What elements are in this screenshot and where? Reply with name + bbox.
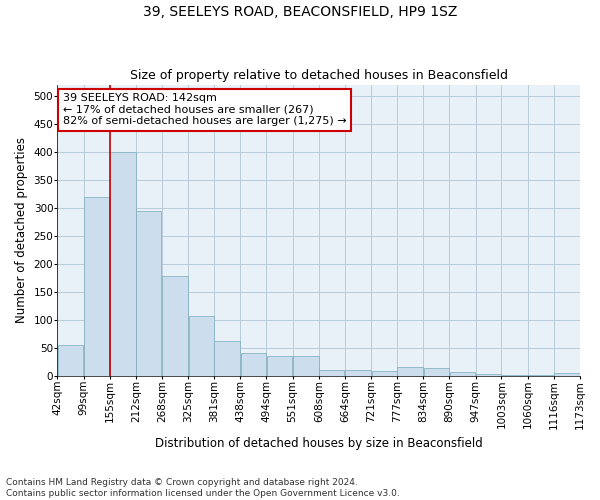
Bar: [266, 356, 292, 376]
Bar: [110, 152, 136, 376]
Bar: [58, 345, 83, 376]
Bar: [528, 375, 553, 376]
Text: Contains HM Land Registry data © Crown copyright and database right 2024.
Contai: Contains HM Land Registry data © Crown c…: [6, 478, 400, 498]
Bar: [502, 374, 527, 376]
Bar: [424, 368, 449, 376]
Y-axis label: Number of detached properties: Number of detached properties: [15, 137, 28, 323]
Text: 39 SEELEYS ROAD: 142sqm
← 17% of detached houses are smaller (267)
82% of semi-d: 39 SEELEYS ROAD: 142sqm ← 17% of detache…: [62, 94, 346, 126]
Title: Size of property relative to detached houses in Beaconsfield: Size of property relative to detached ho…: [130, 69, 508, 82]
Bar: [188, 316, 214, 376]
Bar: [136, 210, 161, 376]
Bar: [241, 353, 266, 376]
Bar: [554, 373, 580, 376]
Bar: [397, 368, 423, 376]
Text: 39, SEELEYS ROAD, BEACONSFIELD, HP9 1SZ: 39, SEELEYS ROAD, BEACONSFIELD, HP9 1SZ: [143, 5, 457, 19]
Bar: [162, 276, 188, 376]
Bar: [476, 374, 501, 376]
Bar: [293, 356, 319, 376]
Bar: [319, 370, 344, 376]
Bar: [84, 196, 109, 376]
Bar: [345, 370, 371, 376]
X-axis label: Distribution of detached houses by size in Beaconsfield: Distribution of detached houses by size …: [155, 437, 482, 450]
Bar: [449, 372, 475, 376]
Bar: [214, 341, 240, 376]
Bar: [371, 372, 397, 376]
